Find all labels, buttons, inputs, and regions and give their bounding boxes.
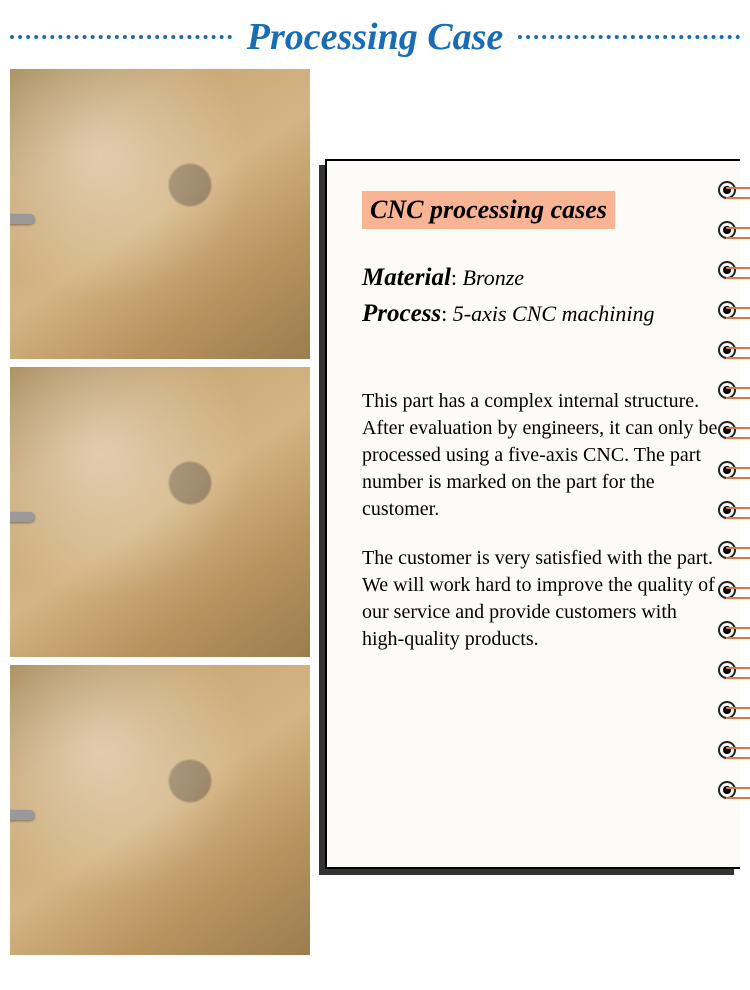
spiral-ring <box>716 621 750 643</box>
content-row: CNC processing cases Material: Bronze Pr… <box>0 69 750 955</box>
divider-left <box>10 35 232 39</box>
spiral-ring <box>716 741 750 763</box>
spiral-ring <box>716 221 750 243</box>
spec-label: Process <box>362 300 441 327</box>
product-image-2 <box>10 367 310 657</box>
spiral-binding <box>716 181 750 803</box>
card-title: CNC processing cases <box>362 191 615 229</box>
spec-value: Bronze <box>463 265 525 290</box>
spiral-ring <box>716 261 750 283</box>
spiral-ring <box>716 701 750 723</box>
spiral-ring <box>716 661 750 683</box>
spiral-ring <box>716 381 750 403</box>
product-image-1 <box>10 69 310 359</box>
product-image-3 <box>10 665 310 955</box>
spiral-ring <box>716 421 750 443</box>
paragraph-1: This part has a complex internal structu… <box>362 388 720 523</box>
spiral-ring <box>716 461 750 483</box>
spiral-ring <box>716 581 750 603</box>
page-header: Processing Case <box>0 0 750 69</box>
spiral-ring <box>716 181 750 203</box>
info-column: CNC processing cases Material: Bronze Pr… <box>325 69 740 955</box>
spec-material: Material: Bronze <box>362 264 720 292</box>
spec-label: Material <box>362 264 451 291</box>
spiral-ring <box>716 301 750 323</box>
spec-value: 5-axis CNC machining <box>453 301 655 326</box>
spec-process: Process: 5-axis CNC machining <box>362 300 720 328</box>
spiral-ring <box>716 541 750 563</box>
paragraph-2: The customer is very satisfied with the … <box>362 545 720 653</box>
info-card: CNC processing cases Material: Bronze Pr… <box>325 159 740 869</box>
image-column <box>10 69 310 955</box>
spiral-ring <box>716 501 750 523</box>
card-body: This part has a complex internal structu… <box>362 388 720 653</box>
divider-right <box>518 35 740 39</box>
page-title: Processing Case <box>247 15 504 59</box>
spiral-ring <box>716 341 750 363</box>
spiral-ring <box>716 781 750 803</box>
